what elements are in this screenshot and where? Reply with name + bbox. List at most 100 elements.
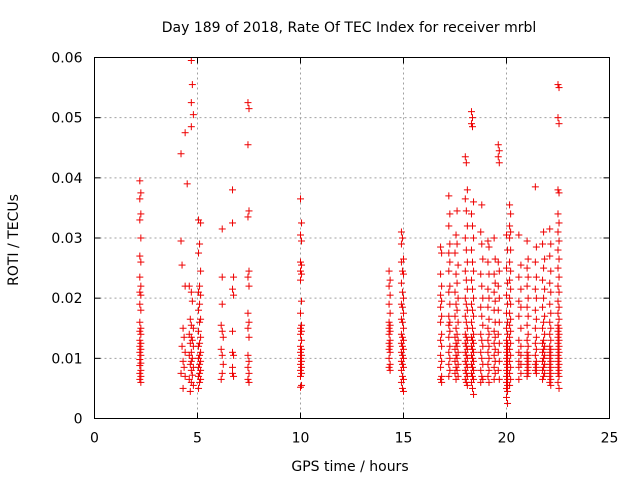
data-point [546,330,554,338]
data-point [484,258,492,266]
data-point [245,105,253,113]
data-point [188,297,196,305]
data-point [397,357,405,365]
data-point [506,258,514,266]
data-point [454,318,462,326]
data-point [503,378,510,386]
data-point [137,378,145,386]
data-point [137,372,145,380]
data-point [515,312,523,320]
data-point [400,324,407,332]
data-point [503,384,510,392]
data-point [451,288,459,296]
data-point [137,324,145,332]
data-point [385,354,393,362]
data-point [517,261,525,269]
data-point [297,383,304,391]
data-point [177,369,185,377]
data-point [195,342,203,350]
data-point [195,384,203,392]
data-point [485,315,493,323]
data-point [136,318,144,326]
data-point [524,342,532,350]
data-point [398,384,406,392]
data-point [386,276,394,284]
data-point [531,306,539,314]
data-point [245,267,253,275]
data-point [546,378,554,386]
data-point [546,354,554,362]
data-point [438,249,446,257]
data-point [469,258,477,266]
data-point [490,351,498,359]
data-point [451,357,459,365]
data-point [506,234,514,242]
data-point [507,246,515,254]
data-point [506,321,514,329]
data-point [451,312,459,320]
data-point [398,342,406,350]
data-point [230,351,238,359]
data-point [451,333,459,341]
data-point [196,351,204,359]
data-point [547,336,555,344]
data-point [469,222,477,230]
data-point [445,348,453,356]
data-point [490,288,498,296]
data-point [494,258,502,266]
data-point [137,366,145,374]
data-point [452,363,460,371]
data-point [546,318,554,326]
data-point [494,153,502,161]
data-point [484,360,492,368]
data-point [178,261,186,269]
data-point [181,372,189,380]
data-point [461,195,469,203]
data-point [523,303,531,311]
data-point [230,291,238,299]
data-point [523,348,531,356]
data-point [507,228,515,236]
data-point [479,294,487,302]
data-point [196,339,204,347]
data-point [197,219,205,227]
data-point [515,231,523,239]
data-point [555,348,563,356]
data-point [386,342,394,350]
data-point [531,366,539,374]
data-point [539,303,547,311]
data-point [183,180,191,188]
data-point [532,345,540,353]
data-point [547,381,555,389]
data-point [298,261,306,269]
data-point [507,267,515,275]
data-point [477,270,485,278]
data-point [137,210,145,218]
data-point [453,279,461,287]
data-point [218,369,226,377]
data-point [196,360,204,368]
data-point [181,348,189,356]
data-point [397,228,405,236]
data-point [386,321,394,329]
data-point [495,339,503,347]
data-point [554,321,562,329]
data-point [298,327,306,335]
data-point [506,357,514,365]
data-point [503,348,510,356]
data-point [461,357,469,365]
data-point [491,255,499,263]
data-point [137,291,145,299]
data-point [490,234,498,242]
data-point [478,354,486,362]
data-point [185,282,193,290]
data-point [467,108,475,116]
data-point [540,354,548,362]
data-point [445,267,453,275]
data-point [541,285,549,293]
data-point [555,219,563,227]
data-point [385,300,393,308]
data-point [554,369,562,377]
data-point [398,372,406,380]
data-point [245,282,253,290]
